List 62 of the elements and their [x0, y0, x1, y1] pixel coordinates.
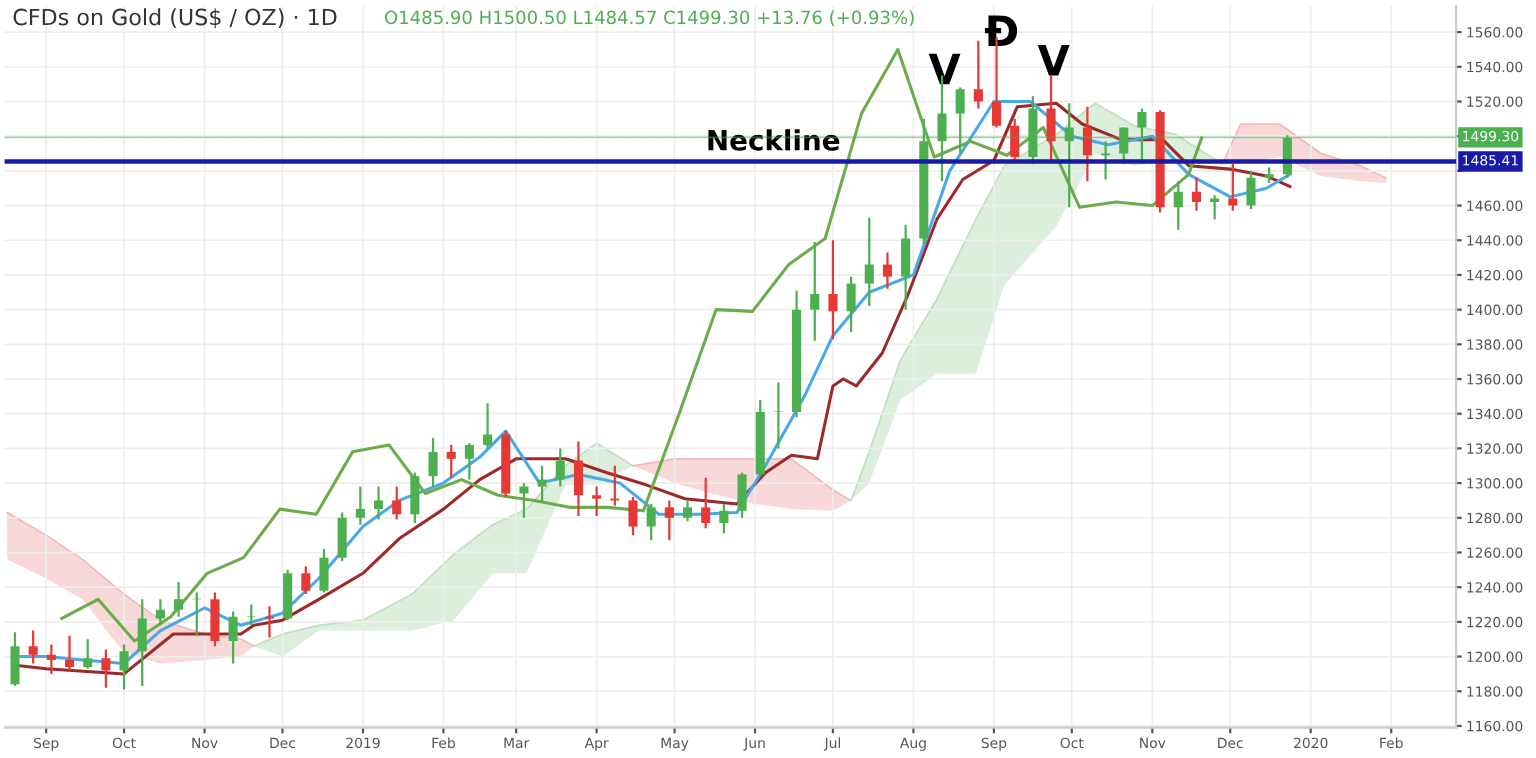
candlestick — [973, 39, 983, 110]
candlestick — [355, 485, 365, 526]
candlestick — [592, 485, 602, 518]
candlestick — [810, 240, 820, 342]
candlestick — [1191, 176, 1202, 212]
candlestick — [955, 86, 965, 155]
candlestick — [519, 481, 529, 519]
candlestick — [155, 598, 165, 627]
candlestick — [28, 629, 38, 665]
candlestick — [555, 447, 565, 488]
candlestick — [337, 511, 347, 563]
candlestick — [901, 223, 911, 311]
candlestick — [701, 476, 711, 530]
candlestick — [483, 402, 493, 450]
candlestick — [1064, 102, 1074, 209]
candlestick — [864, 216, 874, 308]
candlestick — [228, 610, 238, 665]
candlestick — [64, 634, 75, 672]
candlestick — [246, 603, 256, 627]
candlestick — [573, 440, 584, 518]
line-series — [60, 47, 1204, 643]
candlestick — [119, 643, 129, 691]
candlestick — [682, 499, 693, 523]
candlestick — [537, 464, 547, 504]
candlestick — [1046, 74, 1056, 164]
candlestick — [1228, 162, 1238, 212]
candlestick — [882, 251, 893, 290]
candlestick — [773, 381, 783, 450]
candlestick — [446, 443, 456, 479]
candlestick — [1010, 117, 1020, 164]
candlestick — [10, 631, 20, 688]
candlestick — [137, 598, 147, 688]
candlestick — [83, 638, 93, 670]
candlestick — [301, 565, 311, 596]
candlestick — [428, 436, 438, 488]
candlestick — [1246, 169, 1256, 211]
candlestick — [210, 591, 220, 648]
annotation: Đ — [984, 15, 1018, 46]
candlestick — [46, 643, 56, 676]
candlestick — [392, 485, 402, 521]
candlestick — [373, 485, 384, 521]
annotation: Neckline — [708, 129, 840, 151]
candlestick — [283, 568, 293, 622]
candlestick — [846, 275, 856, 334]
candlestick — [664, 499, 674, 542]
candlestick — [737, 471, 747, 519]
candlestick — [646, 502, 656, 542]
candlestick — [719, 502, 729, 535]
candlestick — [828, 239, 838, 341]
candlestick — [319, 547, 329, 594]
line-series — [632, 457, 852, 502]
candlestick — [174, 580, 184, 618]
candlestick — [410, 471, 420, 525]
candlestick — [1082, 105, 1092, 183]
candlestick — [628, 495, 638, 537]
annotation: V — [1037, 45, 1070, 76]
candlestick — [1173, 180, 1183, 231]
chart-subtitle: O1485.90 H1500.50 L1484.57 C1499.30 +13.76 (+0.93%) — [385, 10, 914, 27]
annotation: V — [928, 53, 961, 85]
chart-title: CFDs on Gold (US$ / OZ) · 1D — [13, 8, 337, 29]
candlestick — [101, 648, 111, 689]
candlestick — [464, 442, 474, 481]
